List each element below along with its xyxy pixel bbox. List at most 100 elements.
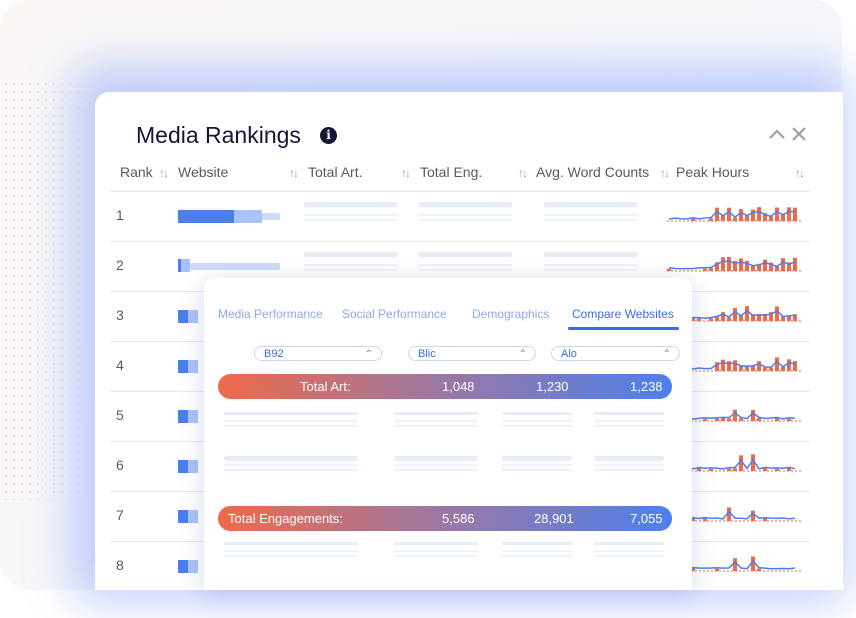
placeholder-bar xyxy=(394,542,478,545)
sparkline-bar xyxy=(763,259,767,271)
page-title: Media Rankings xyxy=(136,122,301,148)
sparkline-bar xyxy=(769,312,773,321)
column-header-website[interactable]: Website xyxy=(178,164,229,180)
sparkline-bar xyxy=(667,268,671,271)
column-header-total-eng[interactable]: Total Eng. xyxy=(420,164,483,180)
placeholder-line xyxy=(224,555,358,557)
column-header-avg-word-counts[interactable]: Avg. Word Counts xyxy=(536,164,650,180)
sort-icon[interactable]: ↑↓ xyxy=(159,166,169,180)
sparkline-bar xyxy=(757,568,761,571)
peak-hours-sparkline xyxy=(667,256,801,272)
website-bar xyxy=(178,410,188,423)
tab-media-performance[interactable]: Media Performance xyxy=(218,307,323,321)
column-header-rank[interactable]: Rank xyxy=(120,164,153,180)
sparkline-bar xyxy=(703,418,707,421)
info-icon[interactable]: i xyxy=(320,127,337,144)
sparkline-bar xyxy=(721,215,725,221)
placeholder-bar xyxy=(502,412,572,415)
metric-label: Total Art: xyxy=(300,379,351,394)
chevron-up-icon: ⌃ xyxy=(364,349,373,360)
website-select-1[interactable]: B92 ⌃ xyxy=(254,346,382,361)
placeholder-line xyxy=(544,219,638,221)
sparkline-bar xyxy=(751,264,755,271)
sparkline-bar xyxy=(745,260,749,271)
sort-icon[interactable]: ↑↓ xyxy=(518,166,528,180)
rank-value: 2 xyxy=(116,257,124,273)
rank-value: 7 xyxy=(116,507,124,523)
rank-value: 1 xyxy=(116,207,124,223)
sparkline-bar xyxy=(715,568,719,571)
tab-demographics[interactable]: Demographics xyxy=(472,307,550,321)
placeholder-bar xyxy=(594,542,664,545)
placeholder-line xyxy=(224,425,358,427)
placeholder-bar xyxy=(594,456,664,461)
sparkline-bar xyxy=(775,266,779,271)
placeholder-line xyxy=(544,269,638,271)
sparkline-bar xyxy=(745,306,749,321)
website-bar xyxy=(178,259,190,272)
sparkline-bar xyxy=(721,359,725,371)
sparkline-bar xyxy=(739,455,743,471)
metric-value: 1,230 xyxy=(536,379,569,394)
placeholder-line xyxy=(418,264,512,266)
placeholder-line xyxy=(394,420,478,422)
placeholder-line xyxy=(544,264,638,266)
sparkline-bar xyxy=(751,409,755,421)
placeholder-line xyxy=(304,264,398,266)
sparkline-bar xyxy=(751,556,755,571)
website-bar xyxy=(178,360,188,373)
sparkline-bar xyxy=(751,365,755,371)
sparkline-bar xyxy=(727,317,731,321)
sparkline-bar xyxy=(733,409,737,421)
placeholder-line xyxy=(304,214,398,216)
sparkline-bar xyxy=(769,367,773,371)
sparkline-bar xyxy=(757,418,761,421)
placeholder-line xyxy=(394,550,478,552)
column-header-peak-hours[interactable]: Peak Hours xyxy=(676,164,750,180)
placeholder-line xyxy=(394,555,478,557)
tab-social-performance[interactable]: Social Performance xyxy=(342,307,447,321)
placeholder-bar xyxy=(418,202,512,207)
sparkline-bar xyxy=(733,307,737,321)
select-value: Alo xyxy=(561,348,577,360)
placeholder-line xyxy=(502,555,572,557)
metric-label: Total Engagements: xyxy=(228,511,343,526)
placeholder-line xyxy=(394,464,478,466)
column-header-total-art[interactable]: Total Art. xyxy=(308,164,363,180)
sparkline-bar xyxy=(739,315,743,321)
website-bar xyxy=(178,210,234,223)
sparkline-bar xyxy=(739,365,743,371)
placeholder-line xyxy=(594,420,664,422)
rank-value: 8 xyxy=(116,557,124,573)
compare-popup: Media Performance Social Performance Dem… xyxy=(204,278,692,590)
close-icon[interactable] xyxy=(791,124,807,147)
placeholder-bar xyxy=(418,252,512,257)
sparkline-bar xyxy=(751,454,755,471)
tab-compare-websites[interactable]: Compare Websites xyxy=(572,307,674,321)
sparkline-bar xyxy=(757,263,761,271)
sparkline-bar xyxy=(691,568,695,571)
sparkline-bar xyxy=(787,359,791,371)
sparkline-bar xyxy=(727,361,731,371)
sparkline-bar xyxy=(775,468,779,471)
sort-icon[interactable]: ↑↓ xyxy=(795,166,805,180)
sparkline-bar xyxy=(763,367,767,371)
sort-icon[interactable]: ↑↓ xyxy=(401,166,411,180)
chevron-up-icon: ⌃ xyxy=(662,349,671,360)
placeholder-bar xyxy=(544,202,638,207)
website-select-3[interactable]: Alo ⌃ xyxy=(551,346,680,361)
sparkline-bar xyxy=(733,360,737,371)
metric-value: 7,055 xyxy=(630,511,663,526)
chevron-up-icon[interactable] xyxy=(768,124,786,147)
sparkline-bar xyxy=(763,518,767,521)
sparkline-bar xyxy=(727,207,731,221)
placeholder-bar xyxy=(544,252,638,257)
sort-icon[interactable]: ↑↓ xyxy=(660,166,670,180)
sort-icon[interactable]: ↑↓ xyxy=(289,166,299,180)
website-select-2[interactable]: Blic ⌃ xyxy=(408,346,536,361)
sparkline-bar xyxy=(757,207,761,221)
sparkline-bar xyxy=(787,468,791,471)
sparkline-bar xyxy=(763,313,767,321)
table-row[interactable]: 1 xyxy=(95,192,843,242)
sparkline-bar xyxy=(763,468,767,471)
